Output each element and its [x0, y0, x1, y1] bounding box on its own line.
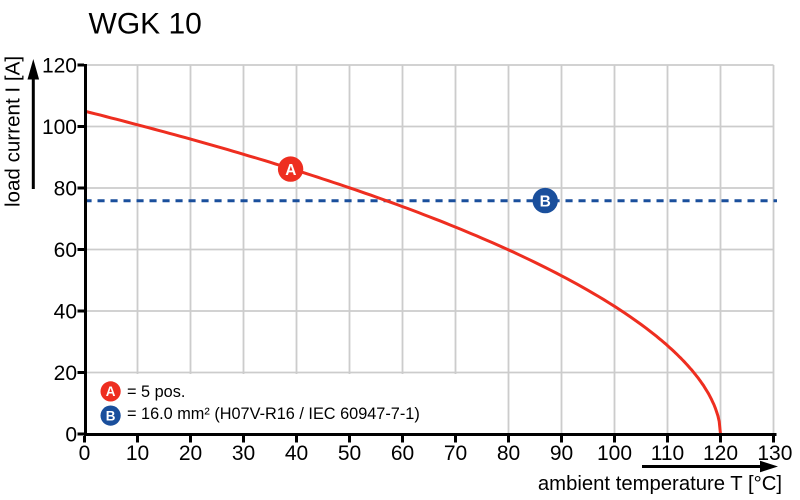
- svg-text:ambient temperature T [°C]: ambient temperature T [°C]: [538, 473, 782, 495]
- svg-text:= 16.0 mm² (H07V-R16 / IEC 609: = 16.0 mm² (H07V-R16 / IEC 60947-7-1): [127, 405, 420, 423]
- svg-text:130: 130: [757, 442, 792, 465]
- svg-text:10: 10: [126, 442, 149, 465]
- svg-text:40: 40: [285, 442, 308, 465]
- svg-text:100: 100: [42, 116, 77, 139]
- svg-text:20: 20: [54, 362, 77, 385]
- svg-text:60: 60: [54, 239, 77, 262]
- svg-text:70: 70: [444, 442, 467, 465]
- svg-text:load current I [A]: load current I [A]: [2, 56, 25, 207]
- svg-text:100: 100: [597, 442, 632, 465]
- svg-text:120: 120: [42, 55, 77, 78]
- svg-text:B: B: [106, 408, 116, 423]
- svg-text:90: 90: [550, 442, 573, 465]
- svg-text:120: 120: [703, 442, 738, 465]
- svg-text:A: A: [285, 162, 296, 179]
- svg-text:20: 20: [179, 442, 202, 465]
- svg-text:80: 80: [54, 178, 77, 201]
- svg-text:= 5 pos.: = 5 pos.: [127, 383, 185, 401]
- svg-text:B: B: [540, 193, 551, 210]
- svg-text:50: 50: [338, 442, 361, 465]
- svg-text:40: 40: [54, 301, 77, 324]
- svg-text:0: 0: [65, 424, 77, 447]
- svg-text:110: 110: [651, 442, 684, 465]
- svg-text:WGK 10: WGK 10: [89, 8, 202, 41]
- svg-text:A: A: [106, 384, 116, 399]
- svg-text:60: 60: [391, 442, 414, 465]
- svg-text:0: 0: [79, 442, 91, 465]
- svg-text:30: 30: [232, 442, 255, 465]
- svg-text:80: 80: [497, 442, 520, 465]
